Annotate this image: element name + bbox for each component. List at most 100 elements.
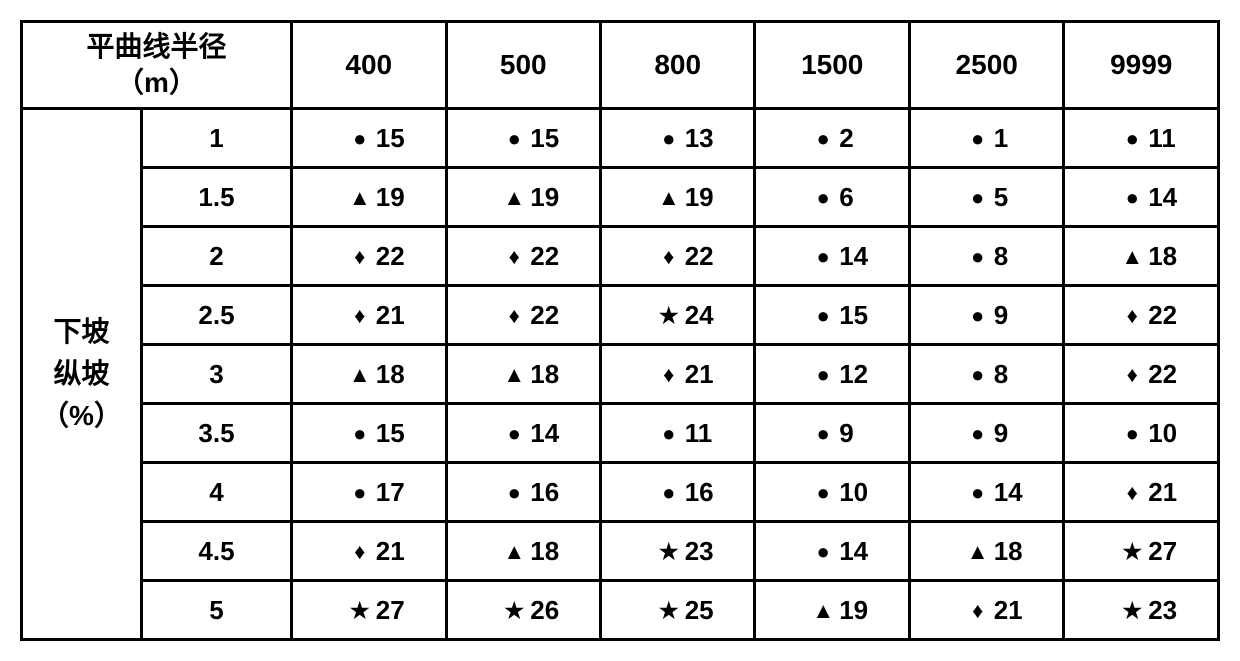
table-row: 3▲18▲18♦21●12●8♦22 (22, 345, 1219, 404)
dot-icon: ● (964, 126, 992, 152)
cell-value: 8 (994, 359, 1030, 390)
dot-icon: ● (500, 126, 528, 152)
cell-value: 22 (376, 241, 412, 272)
data-cell: ●15 (755, 286, 909, 345)
diam-icon: ♦ (346, 539, 374, 565)
star-icon: ★ (1118, 598, 1146, 624)
row-header: 4.5 (142, 522, 292, 581)
header-row: 平曲线半径 （m） 400 500 800 1500 2500 9999 (22, 22, 1219, 109)
data-cell: ♦22 (600, 227, 754, 286)
dot-icon: ● (1118, 126, 1146, 152)
cell-value: 24 (685, 300, 721, 331)
dot-icon: ● (500, 421, 528, 447)
cell-value: 19 (376, 182, 412, 213)
data-cell: ▲18 (1064, 227, 1219, 286)
data-cell: ●10 (755, 463, 909, 522)
tri-icon: ▲ (809, 598, 837, 624)
star-icon: ★ (655, 539, 683, 565)
data-cell: ●14 (755, 227, 909, 286)
cell-value: 14 (530, 418, 566, 449)
data-cell: ▲18 (909, 522, 1063, 581)
row-header: 3 (142, 345, 292, 404)
data-cell: ●6 (755, 168, 909, 227)
data-cell: ★24 (600, 286, 754, 345)
data-cell: ★23 (1064, 581, 1219, 640)
data-cell: ♦22 (446, 227, 600, 286)
cell-value: 14 (839, 536, 875, 567)
col-header-1: 500 (446, 22, 600, 109)
col-header-4: 2500 (909, 22, 1063, 109)
data-cell: ♦22 (1064, 345, 1219, 404)
cell-value: 18 (1148, 241, 1184, 272)
data-cell: ●11 (600, 404, 754, 463)
cell-value: 23 (685, 536, 721, 567)
data-cell: ★26 (446, 581, 600, 640)
cell-value: 17 (376, 477, 412, 508)
tri-icon: ▲ (964, 539, 992, 565)
data-cell: ●11 (1064, 109, 1219, 168)
data-cell: ●9 (909, 404, 1063, 463)
data-cell: ▲19 (292, 168, 446, 227)
tri-icon: ▲ (500, 185, 528, 211)
cell-value: 25 (685, 595, 721, 626)
cell-value: 9 (839, 418, 875, 449)
row-header: 3.5 (142, 404, 292, 463)
dot-icon: ● (346, 126, 374, 152)
star-icon: ★ (1118, 539, 1146, 565)
cell-value: 14 (994, 477, 1030, 508)
data-cell: ▲19 (755, 581, 909, 640)
data-cell: ●15 (446, 109, 600, 168)
cell-value: 27 (376, 595, 412, 626)
data-cell: ▲18 (292, 345, 446, 404)
dot-icon: ● (964, 185, 992, 211)
cell-value: 11 (1148, 123, 1184, 154)
tri-icon: ▲ (346, 185, 374, 211)
cell-value: 21 (1148, 477, 1184, 508)
side-label-line2: 纵坡 (53, 358, 109, 389)
data-cell: ●2 (755, 109, 909, 168)
row-header: 2.5 (142, 286, 292, 345)
diam-icon: ♦ (500, 303, 528, 329)
data-cell: ★27 (1064, 522, 1219, 581)
dot-icon: ● (809, 185, 837, 211)
cell-value: 1 (994, 123, 1030, 154)
data-cell: ●14 (755, 522, 909, 581)
cell-value: 22 (685, 241, 721, 272)
data-cell: ●5 (909, 168, 1063, 227)
data-cell: ●16 (446, 463, 600, 522)
data-cell: ●15 (292, 404, 446, 463)
data-cell: ♦21 (909, 581, 1063, 640)
dot-icon: ● (964, 303, 992, 329)
data-cell: ★27 (292, 581, 446, 640)
cell-value: 15 (376, 123, 412, 154)
tri-icon: ▲ (500, 539, 528, 565)
cell-value: 11 (685, 418, 721, 449)
data-cell: ♦21 (1064, 463, 1219, 522)
table-row: 4●17●16●16●10●14♦21 (22, 463, 1219, 522)
table-body: 下坡纵坡（%）1●15●15●13●2●1●111.5▲19▲19▲19●6●5… (22, 109, 1219, 640)
cell-value: 15 (530, 123, 566, 154)
dot-icon: ● (809, 126, 837, 152)
dot-icon: ● (809, 244, 837, 270)
cell-value: 22 (1148, 300, 1184, 331)
diam-icon: ♦ (1118, 362, 1146, 388)
cell-value: 18 (530, 536, 566, 567)
table-row: 2♦22♦22♦22●14●8▲18 (22, 227, 1219, 286)
cell-value: 19 (530, 182, 566, 213)
cell-value: 9 (994, 300, 1030, 331)
cell-value: 21 (685, 359, 721, 390)
cell-value: 26 (530, 595, 566, 626)
data-cell: ●13 (600, 109, 754, 168)
dot-icon: ● (809, 421, 837, 447)
data-cell: ●14 (1064, 168, 1219, 227)
diam-icon: ♦ (655, 244, 683, 270)
cell-value: 15 (376, 418, 412, 449)
data-cell: ▲19 (600, 168, 754, 227)
row-header: 5 (142, 581, 292, 640)
diam-icon: ♦ (346, 303, 374, 329)
dot-icon: ● (809, 539, 837, 565)
row-header: 2 (142, 227, 292, 286)
cell-value: 14 (839, 241, 875, 272)
data-cell: ●10 (1064, 404, 1219, 463)
table-row: 3.5●15●14●11●9●9●10 (22, 404, 1219, 463)
